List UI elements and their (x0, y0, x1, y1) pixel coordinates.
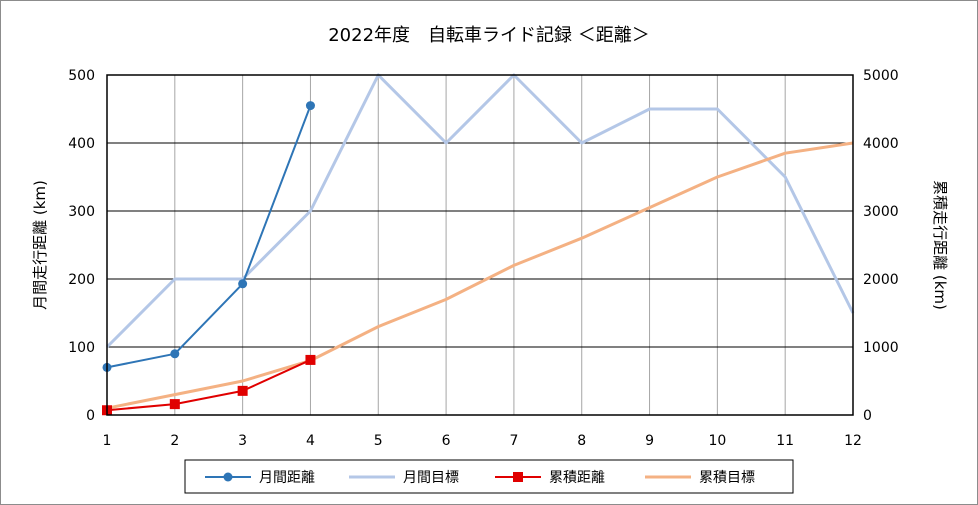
grid (106, 74, 854, 416)
legend-label: 月間距離 (259, 469, 315, 486)
x-tick-label: 12 (844, 433, 862, 449)
y-left-axis-title: 月間走行距離 (km) (31, 180, 49, 310)
tick-labels: 1 2 3 4 5 6 7 8 9 10 11 120100200300400500010002000… (68, 68, 898, 449)
y-left-tick-label: 400 (68, 136, 95, 152)
legend-label: 月間目標 (403, 470, 459, 486)
legend-box (184, 459, 794, 494)
x-tick-label: 4 (306, 433, 315, 449)
series-line (106, 141, 854, 410)
data-point (237, 385, 248, 396)
legend-marker (513, 472, 523, 482)
x-tick-label: 6 (442, 433, 451, 449)
y-left-tick-label: 300 (68, 204, 95, 220)
y-right-tick-label: 5000 (863, 68, 899, 84)
y-left-tick-label: 200 (68, 272, 95, 288)
x-tick-label: 9 (645, 433, 654, 449)
y-right-tick-label: 1000 (863, 340, 899, 356)
y-right-tick-label: 4000 (863, 136, 899, 152)
series-line (105, 73, 855, 349)
y-right-axis-title: 累積走行距離 (km) (931, 180, 949, 310)
x-tick-label: 11 (776, 433, 794, 449)
y-right-tick-label: 3000 (863, 204, 899, 220)
data-point (305, 101, 315, 111)
y-right-tick-label: 0 (863, 408, 872, 424)
y-left-tick-label: 100 (68, 340, 95, 356)
legend-label: 累積目標 (699, 470, 755, 486)
chart-title: 2022年度 自転車ライド記録 ＜距離＞ (328, 25, 650, 46)
data-point (169, 399, 180, 410)
x-tick-label: 8 (577, 433, 586, 449)
x-tick-label: 2 (170, 433, 179, 449)
x-tick-label: 3 (238, 433, 247, 449)
y-left-tick-label: 500 (68, 68, 95, 84)
x-tick-label: 10 (708, 433, 726, 449)
legend: 月間距離 月間目標 累積距離 累積目標 (184, 459, 794, 494)
series-line (106, 359, 311, 412)
x-tick-label: 7 (509, 433, 518, 449)
y-right-tick-label: 2000 (863, 272, 899, 288)
x-tick-label: 5 (374, 433, 383, 449)
y-left-tick-label: 0 (86, 408, 95, 424)
data-point (238, 279, 248, 289)
data-point (170, 349, 180, 359)
x-tick-label: 1 (103, 433, 112, 449)
legend-label: 累積距離 (549, 469, 605, 486)
series-layer (102, 73, 855, 416)
plot-frame (106, 74, 854, 416)
data-point (305, 354, 316, 365)
series-line (106, 105, 312, 369)
legend-marker (223, 472, 233, 482)
